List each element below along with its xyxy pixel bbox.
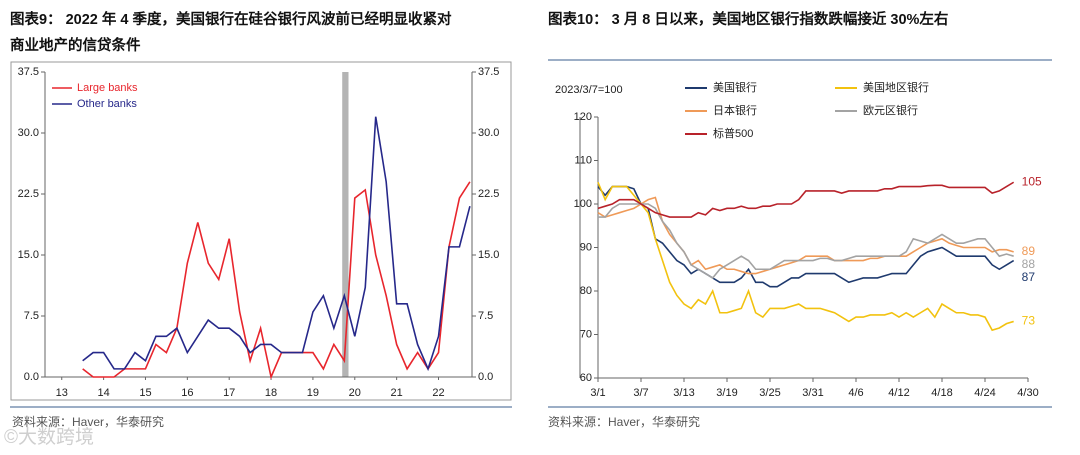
x-tick-label: 3/25 bbox=[759, 387, 780, 399]
series-line bbox=[82, 116, 471, 372]
end-label: 89 bbox=[1022, 244, 1036, 258]
chart-title: 图表9： 2022 年 4 季度，美国银行在硅谷银行风波前已经明显收紧对 bbox=[10, 10, 452, 28]
y-tick-label: 0.0 bbox=[24, 371, 39, 383]
watermark: ©大数跨境 bbox=[4, 426, 94, 448]
source: 资料来源：Haver，华泰研究 bbox=[548, 414, 700, 429]
x-tick-label: 17 bbox=[223, 387, 235, 399]
y-tick-label: 7.5 bbox=[24, 310, 39, 322]
x-tick-label: 19 bbox=[307, 387, 319, 399]
series-line bbox=[597, 181, 1015, 218]
x-tick-label: 3/1 bbox=[590, 387, 605, 399]
x-tick-label: 15 bbox=[139, 387, 151, 399]
x-tick-label: 4/30 bbox=[1017, 387, 1038, 399]
x-tick-label: 4/6 bbox=[848, 387, 863, 399]
y-tick-label: 70 bbox=[580, 328, 592, 340]
legend-label: 欧元区银行 bbox=[863, 103, 918, 117]
x-tick-label: 16 bbox=[181, 387, 193, 399]
chart-title: 图表10： 3 月 8 日以来，美国地区银行指数跌幅接近 30%左右 bbox=[548, 10, 948, 28]
legend-label: 美国地区银行 bbox=[863, 80, 929, 94]
y-tick-label: 15.0 bbox=[18, 249, 39, 261]
y2-tick-label: 37.5 bbox=[478, 66, 499, 78]
y2-tick-label: 30.0 bbox=[478, 127, 499, 139]
series-line bbox=[597, 196, 1014, 275]
x-tick-label: 4/12 bbox=[888, 387, 909, 399]
x-tick-label: 21 bbox=[391, 387, 403, 399]
y-tick-label: 110 bbox=[574, 154, 592, 166]
series-line bbox=[82, 181, 471, 380]
y-tick-label: 120 bbox=[574, 111, 592, 123]
subtitle: 2023/3/7=100 bbox=[555, 84, 623, 96]
y2-tick-label: 22.5 bbox=[478, 188, 499, 200]
x-tick-label: 3/19 bbox=[716, 387, 737, 399]
x-tick-label: 4/18 bbox=[931, 387, 952, 399]
y-tick-label: 80 bbox=[580, 285, 592, 297]
chart-title: 商业地产的信贷条件 bbox=[10, 36, 141, 54]
end-label: 88 bbox=[1022, 257, 1036, 271]
legend-label: 日本银行 bbox=[713, 103, 757, 117]
y2-tick-label: 7.5 bbox=[478, 310, 493, 322]
x-tick-label: 18 bbox=[265, 387, 277, 399]
legend-label: 标普500 bbox=[713, 126, 753, 140]
y-tick-label: 37.5 bbox=[18, 66, 39, 78]
x-tick-label: 20 bbox=[349, 387, 361, 399]
end-label: 73 bbox=[1022, 314, 1036, 328]
chart-frame bbox=[10, 61, 512, 401]
y-tick-label: 90 bbox=[580, 241, 592, 253]
x-tick-label: 3/31 bbox=[802, 387, 823, 399]
series-line bbox=[597, 181, 1014, 332]
y2-tick-label: 15.0 bbox=[478, 249, 499, 261]
y-tick-label: 30.0 bbox=[18, 127, 39, 139]
x-tick-label: 3/13 bbox=[673, 387, 694, 399]
shaded-region bbox=[342, 72, 349, 377]
source: 资料来源：Haver，华泰研究 bbox=[12, 414, 164, 429]
legend-label: 美国银行 bbox=[713, 80, 757, 94]
x-tick-label: 3/7 bbox=[633, 387, 648, 399]
series-line bbox=[597, 185, 1015, 288]
x-tick-label: 13 bbox=[56, 387, 68, 399]
x-tick-label: 22 bbox=[432, 387, 444, 399]
series-line bbox=[598, 203, 1014, 279]
legend-label: Other banks bbox=[77, 98, 137, 110]
x-tick-label: 4/24 bbox=[974, 387, 995, 399]
end-label: 87 bbox=[1022, 270, 1036, 284]
y-tick-label: 100 bbox=[574, 198, 592, 210]
end-label: 105 bbox=[1022, 174, 1042, 188]
y2-tick-label: 0.0 bbox=[478, 371, 493, 383]
x-tick-label: 14 bbox=[97, 387, 109, 399]
y-tick-label: 22.5 bbox=[18, 188, 39, 200]
legend-label: Large banks bbox=[77, 82, 138, 94]
y-tick-label: 60 bbox=[580, 372, 592, 384]
